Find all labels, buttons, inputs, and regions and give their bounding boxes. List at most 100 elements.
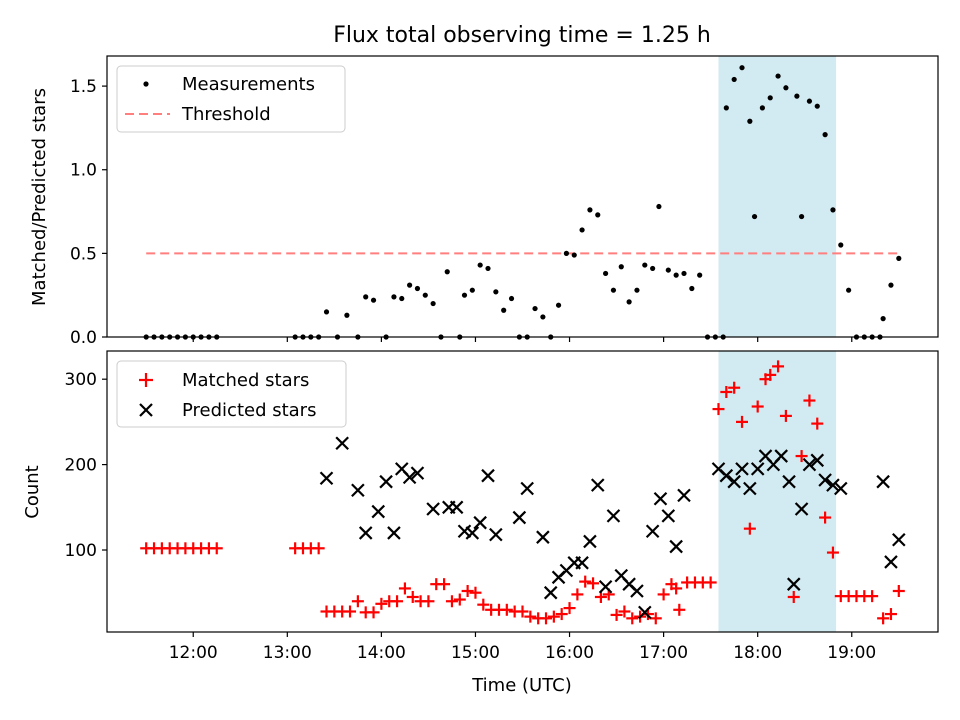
- matched-star-point: [445, 595, 458, 608]
- matched-star-point: [587, 577, 600, 590]
- matched-star-point: [826, 546, 839, 559]
- predicted-star-point: [794, 502, 809, 516]
- predicted-star-point: [512, 510, 527, 525]
- predicted-star-stroke: [719, 468, 734, 483]
- predicted-star-stroke: [794, 502, 809, 516]
- matched-star-point: [344, 605, 357, 618]
- measurement-point: [739, 65, 745, 71]
- matched-star-point: [803, 394, 816, 407]
- predicted-star-stroke: [834, 481, 848, 496]
- predicted-star-point: [449, 500, 464, 515]
- measurement-point: [399, 295, 405, 302]
- measurements-legend-marker: [143, 81, 149, 87]
- predicted-star-stroke: [489, 527, 503, 542]
- x-tick-label: 15:00: [451, 643, 500, 663]
- threshold-legend-label: Threshold: [181, 104, 271, 125]
- x-tick-label: 14:00: [357, 643, 406, 663]
- predicted-star-point: [774, 449, 788, 463]
- predicted-star-stroke: [669, 539, 683, 554]
- predicted-star-point: [536, 530, 550, 544]
- x-tick-label: 17:00: [639, 643, 688, 663]
- predicted-star-point: [606, 509, 621, 523]
- matched-star-point: [461, 585, 474, 598]
- measurement-point: [618, 264, 624, 270]
- measurement-points: [143, 65, 902, 340]
- predicted-star-stroke: [727, 474, 741, 489]
- measurement-point: [444, 269, 450, 275]
- x-tick-label: 12:00: [169, 643, 218, 663]
- predicted-star-stroke: [774, 449, 788, 463]
- measurement-point: [888, 282, 894, 288]
- predicted-star-point: [802, 457, 817, 472]
- measurement-point: [806, 98, 813, 104]
- predicted-star-stroke: [758, 449, 773, 463]
- predicted-star-point: [735, 462, 749, 476]
- measurement-point: [846, 287, 852, 293]
- predicted-star-point: [818, 473, 832, 487]
- x-tick-label: 19:00: [827, 643, 876, 663]
- predicted-star-point: [719, 468, 734, 483]
- predicted-star-point: [786, 577, 801, 591]
- predicted-star-point: [876, 474, 890, 489]
- matched-star-point: [422, 595, 435, 608]
- matched-star-point: [787, 590, 800, 603]
- measurement-point: [747, 118, 753, 124]
- matched-star-point: [610, 608, 623, 621]
- predicted-star-stroke: [457, 524, 472, 538]
- predicted-star-stroke: [892, 532, 906, 547]
- predicted-star-point: [630, 584, 644, 598]
- predicted-star-stroke: [661, 509, 676, 523]
- predicted-star-point: [358, 526, 373, 540]
- top-highlight-span: [718, 56, 837, 337]
- predicted-star-point: [351, 483, 365, 497]
- matched-star-point: [540, 612, 553, 625]
- predicted-star-point: [465, 526, 480, 540]
- x-tick-label: 16:00: [545, 643, 594, 663]
- matched-star-point: [453, 593, 466, 606]
- top-y-label: Matched/Predicted stars: [29, 88, 50, 306]
- measurement-point: [822, 132, 828, 138]
- predicted-star-stroke: [575, 556, 589, 570]
- matched-star-point: [391, 595, 404, 608]
- measurement-point: [798, 213, 805, 220]
- predicted-star-stroke: [473, 515, 487, 530]
- predicted-legend-marker: [139, 403, 153, 417]
- measurement-point: [532, 305, 538, 312]
- matched-star-point: [406, 590, 419, 603]
- measurement-point: [689, 285, 695, 292]
- predicted-star-stroke: [743, 481, 757, 496]
- measurement-point: [595, 212, 601, 218]
- predicted-star-stroke: [677, 488, 691, 503]
- measurement-point: [642, 262, 648, 268]
- predicted-star-stroke: [622, 577, 636, 591]
- measurement-point: [783, 85, 789, 91]
- predicted-star-stroke: [379, 474, 393, 489]
- matched-star-point: [626, 612, 639, 625]
- predicted-star-stroke: [653, 491, 668, 506]
- matched-star-point: [555, 608, 568, 621]
- matched-star-point: [579, 575, 592, 588]
- bottom-panel: 100 200 300 12:00 13:00 14:00 15:00 16:00 17:00…: [22, 350, 939, 696]
- predicted-star-stroke: [319, 471, 334, 486]
- predicted-star-point: [661, 509, 676, 523]
- bottom-axes-frame: [106, 350, 939, 633]
- predicted-star-stroke: [402, 470, 417, 485]
- matched-star-point: [866, 590, 879, 603]
- matched-star-point: [375, 597, 388, 610]
- bottom-x-ticks: 12:00 13:00 14:00 15:00 16:00 17:00 18:00 19:00: [169, 632, 876, 663]
- matched-star-point: [398, 582, 411, 595]
- matched-star-point: [704, 576, 717, 589]
- predicted-star-point: [645, 524, 660, 538]
- matched-star-point: [811, 417, 824, 430]
- measurement-point: [477, 262, 483, 268]
- predicted-star-stroke: [876, 474, 890, 489]
- matched-star-point: [736, 415, 749, 428]
- measurement-point: [370, 297, 377, 303]
- measurements-legend-label: Measurements: [182, 74, 315, 95]
- predicted-star-stroke: [750, 462, 765, 476]
- predicted-star-point: [653, 491, 668, 506]
- measurement-point: [493, 289, 499, 295]
- bottom-y-label: Count: [22, 465, 43, 518]
- measurement-point: [344, 312, 350, 318]
- matched-star-point: [751, 400, 764, 413]
